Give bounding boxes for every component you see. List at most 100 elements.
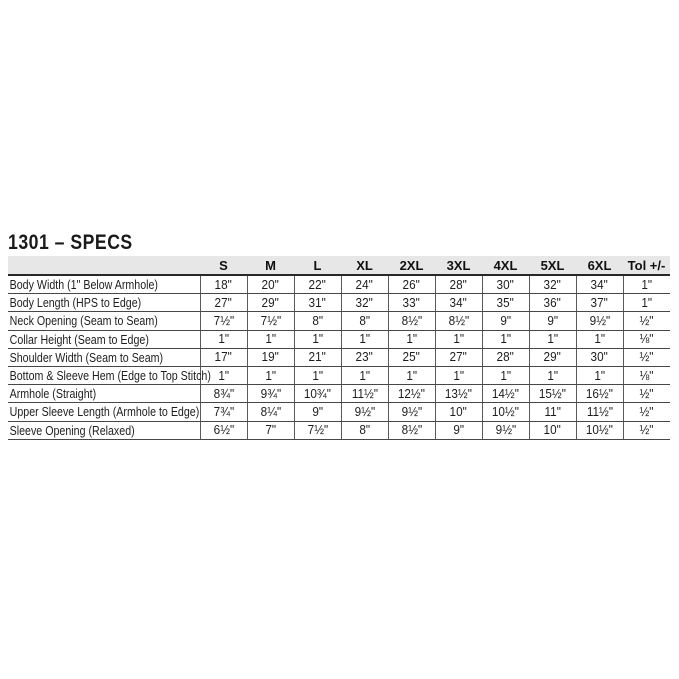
spec-value-text: 33"	[402, 295, 421, 310]
spec-value-text: 9½"	[354, 404, 375, 419]
spec-value-text: 9"	[312, 404, 323, 419]
spec-value-text: 7½"	[260, 313, 281, 328]
spec-value-cell: 26"	[387, 275, 435, 295]
row-label: Bottom & Sleeve Hem (Edge to Top Stitch)	[8, 366, 211, 386]
spec-value-cell: 13½"	[434, 384, 482, 404]
spec-value-text: 1"	[406, 332, 417, 347]
spec-value-cell: 19"	[246, 348, 294, 367]
spec-value-text: 19"	[261, 350, 280, 365]
spec-value-cell: 11½"	[575, 402, 623, 422]
spec-value-cell: 10"	[434, 402, 482, 422]
spec-value-cell: 1"	[340, 330, 388, 349]
spec-value-text: 27"	[449, 350, 468, 365]
spec-value-text: 1"	[500, 332, 511, 347]
spec-value-text: ½"	[639, 423, 654, 438]
spec-value-text: 8½"	[401, 423, 422, 438]
spec-value-text: 8¾"	[213, 386, 234, 401]
spec-value-text: 9"	[453, 423, 464, 438]
spec-value-cell: 20"	[246, 275, 294, 295]
column-header-6xl: 6XL	[576, 256, 623, 276]
row-label: Shoulder Width (Seam to Seam)	[8, 348, 200, 367]
spec-value-text: 23"	[355, 350, 374, 365]
spec-value-cell: 28"	[481, 348, 529, 367]
row-label-text: Sleeve Opening (Relaxed)	[9, 422, 135, 438]
spec-value-text: ½"	[639, 313, 654, 328]
spec-value-text: 8¼"	[260, 404, 281, 419]
column-header-l: L	[294, 256, 341, 276]
spec-value-text: 25"	[402, 350, 421, 365]
spec-value-text: 10"	[449, 404, 468, 419]
spec-value-cell: 9¾"	[246, 384, 294, 404]
spec-value-cell: 9"	[434, 421, 482, 440]
spec-value-cell: 7½"	[293, 421, 341, 440]
table-row: Shoulder Width (Seam to Seam) 17" 19" 21" 23…	[8, 348, 670, 367]
spec-value-cell: 1"	[434, 366, 482, 386]
column-header-s: S	[200, 256, 247, 276]
spec-value-cell: 1"	[199, 330, 247, 349]
spec-value-cell: 1"	[481, 366, 529, 386]
spec-value-cell: 1"	[387, 366, 435, 386]
spec-value-cell: 24"	[340, 275, 388, 295]
spec-value-text: 34"	[449, 295, 468, 310]
spec-value-text: 24"	[355, 277, 374, 292]
specs-table-header: S M L XL 2XL 3XL 4XL 5XL 6XL Tol +/-	[8, 256, 670, 276]
spec-value-cell: ⅛"	[622, 366, 670, 386]
row-label-text: Shoulder Width (Seam to Seam)	[9, 349, 164, 365]
spec-value-cell: 1"	[387, 330, 435, 349]
column-header-3xl: 3XL	[435, 256, 482, 276]
spec-value-cell: 1"	[293, 366, 341, 386]
spec-value-text: 21"	[308, 350, 327, 365]
spec-value-cell: 1"	[434, 330, 482, 349]
spec-value-cell: 10½"	[575, 421, 623, 440]
spec-value-cell: 21"	[293, 348, 341, 367]
row-label-text: Collar Height (Seam to Edge)	[9, 331, 149, 347]
spec-value-cell: 10¾"	[293, 384, 341, 404]
spec-value-cell: 1"	[481, 330, 529, 349]
spec-value-text: 9"	[547, 313, 558, 328]
spec-value-text: 7½"	[213, 313, 234, 328]
spec-value-text: 16½"	[585, 386, 614, 401]
spec-value-text: ½"	[639, 350, 654, 365]
spec-value-cell: 15½"	[528, 384, 576, 404]
spec-value-cell: 1"	[293, 330, 341, 349]
spec-value-text: 28"	[496, 350, 515, 365]
spec-value-cell: 1"	[622, 275, 670, 295]
column-header-5xl: 5XL	[529, 256, 576, 276]
spec-value-text: ½"	[639, 386, 654, 401]
table-row: Neck Opening (Seam to Seam) 7½" 7½" 8" 8" 8½"…	[8, 311, 670, 331]
spec-value-cell: 16½"	[575, 384, 623, 404]
spec-value-cell: 28"	[434, 275, 482, 295]
spec-value-cell: 29"	[528, 348, 576, 367]
spec-value-cell: ½"	[622, 421, 670, 440]
spec-value-text: 10¾"	[303, 386, 332, 401]
spec-value-text: 29"	[261, 295, 280, 310]
spec-value-cell: 10½"	[481, 402, 529, 422]
spec-value-text: 8"	[359, 313, 370, 328]
spec-value-text: 10½"	[491, 404, 520, 419]
specs-table-body: Body Width (1" Below Armhole) 18" 20" 22" 24…	[8, 275, 670, 440]
spec-value-cell: 8½"	[387, 311, 435, 331]
spec-value-text: 10½"	[585, 423, 614, 438]
row-label: Neck Opening (Seam to Seam)	[8, 311, 200, 331]
column-header-blank	[8, 256, 200, 276]
spec-value-cell: 27"	[199, 293, 247, 313]
spec-value-cell: 29"	[246, 293, 294, 313]
spec-value-cell: 10"	[528, 421, 576, 440]
spec-value-text: 6½"	[213, 423, 234, 438]
column-header-2xl: 2XL	[388, 256, 435, 276]
spec-value-cell: 9"	[293, 402, 341, 422]
row-label: Upper Sleeve Length (Armhole to Edge)	[8, 402, 200, 422]
spec-value-text: 9¾"	[260, 386, 281, 401]
spec-value-text: 32"	[355, 295, 374, 310]
spec-value-cell: 31"	[293, 293, 341, 313]
spec-value-cell: 8½"	[387, 421, 435, 440]
spec-value-text: 34"	[590, 277, 609, 292]
row-label-text: Body Width (1" Below Armhole)	[9, 277, 158, 293]
spec-value-cell: 7¾"	[199, 402, 247, 422]
spec-value-text: ⅛"	[639, 368, 654, 383]
spec-value-text: 1"	[312, 332, 323, 347]
spec-value-cell: 36"	[528, 293, 576, 313]
spec-value-text: 14½"	[491, 386, 520, 401]
spec-value-text: 26"	[402, 277, 421, 292]
row-label: Collar Height (Seam to Edge)	[8, 330, 200, 349]
